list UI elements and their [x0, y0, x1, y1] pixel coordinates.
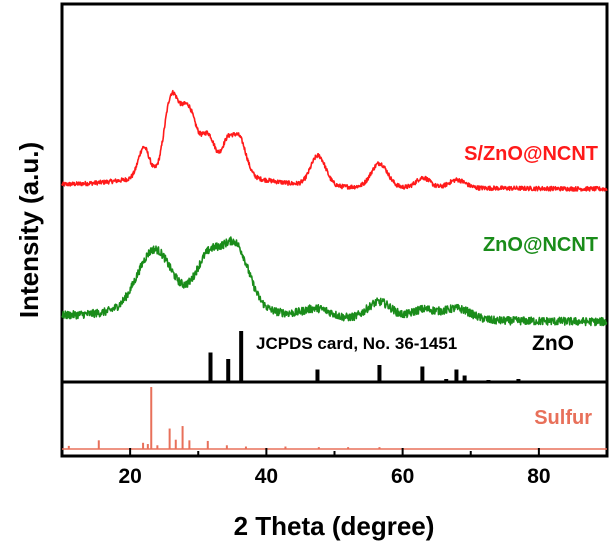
- series-line-s-zno-ncnt: [61, 89, 608, 192]
- series-label-s-zno-ncnt: S/ZnO@NCNT: [464, 143, 598, 165]
- tick-layer: 20 40 60 80: [118, 448, 551, 488]
- series-sulfur: [62, 387, 607, 450]
- x-axis-title: 2 Theta (degree): [234, 511, 435, 541]
- jcpds-card-label: JCPDS card, No. 36-1451: [256, 334, 457, 353]
- x-tick-label-20: 20: [118, 465, 141, 488]
- series-line-zno-ncnt: [61, 236, 608, 327]
- x-tick-label-60: 60: [391, 465, 414, 488]
- x-tick-label-80: 80: [527, 465, 550, 488]
- zno-reference-label: ZnO: [532, 332, 574, 355]
- series-label-zno-ncnt: ZnO@NCNT: [483, 234, 598, 256]
- series-jcpds-card-no-36-1451: [208, 331, 521, 381]
- x-tick-label-40: 40: [255, 465, 278, 488]
- series-label-sulfur: Sulfur: [534, 407, 592, 429]
- y-axis-title: Intensity (a.u.): [14, 142, 44, 318]
- series-layer: [61, 89, 608, 450]
- plot-frame: [60, 2, 609, 458]
